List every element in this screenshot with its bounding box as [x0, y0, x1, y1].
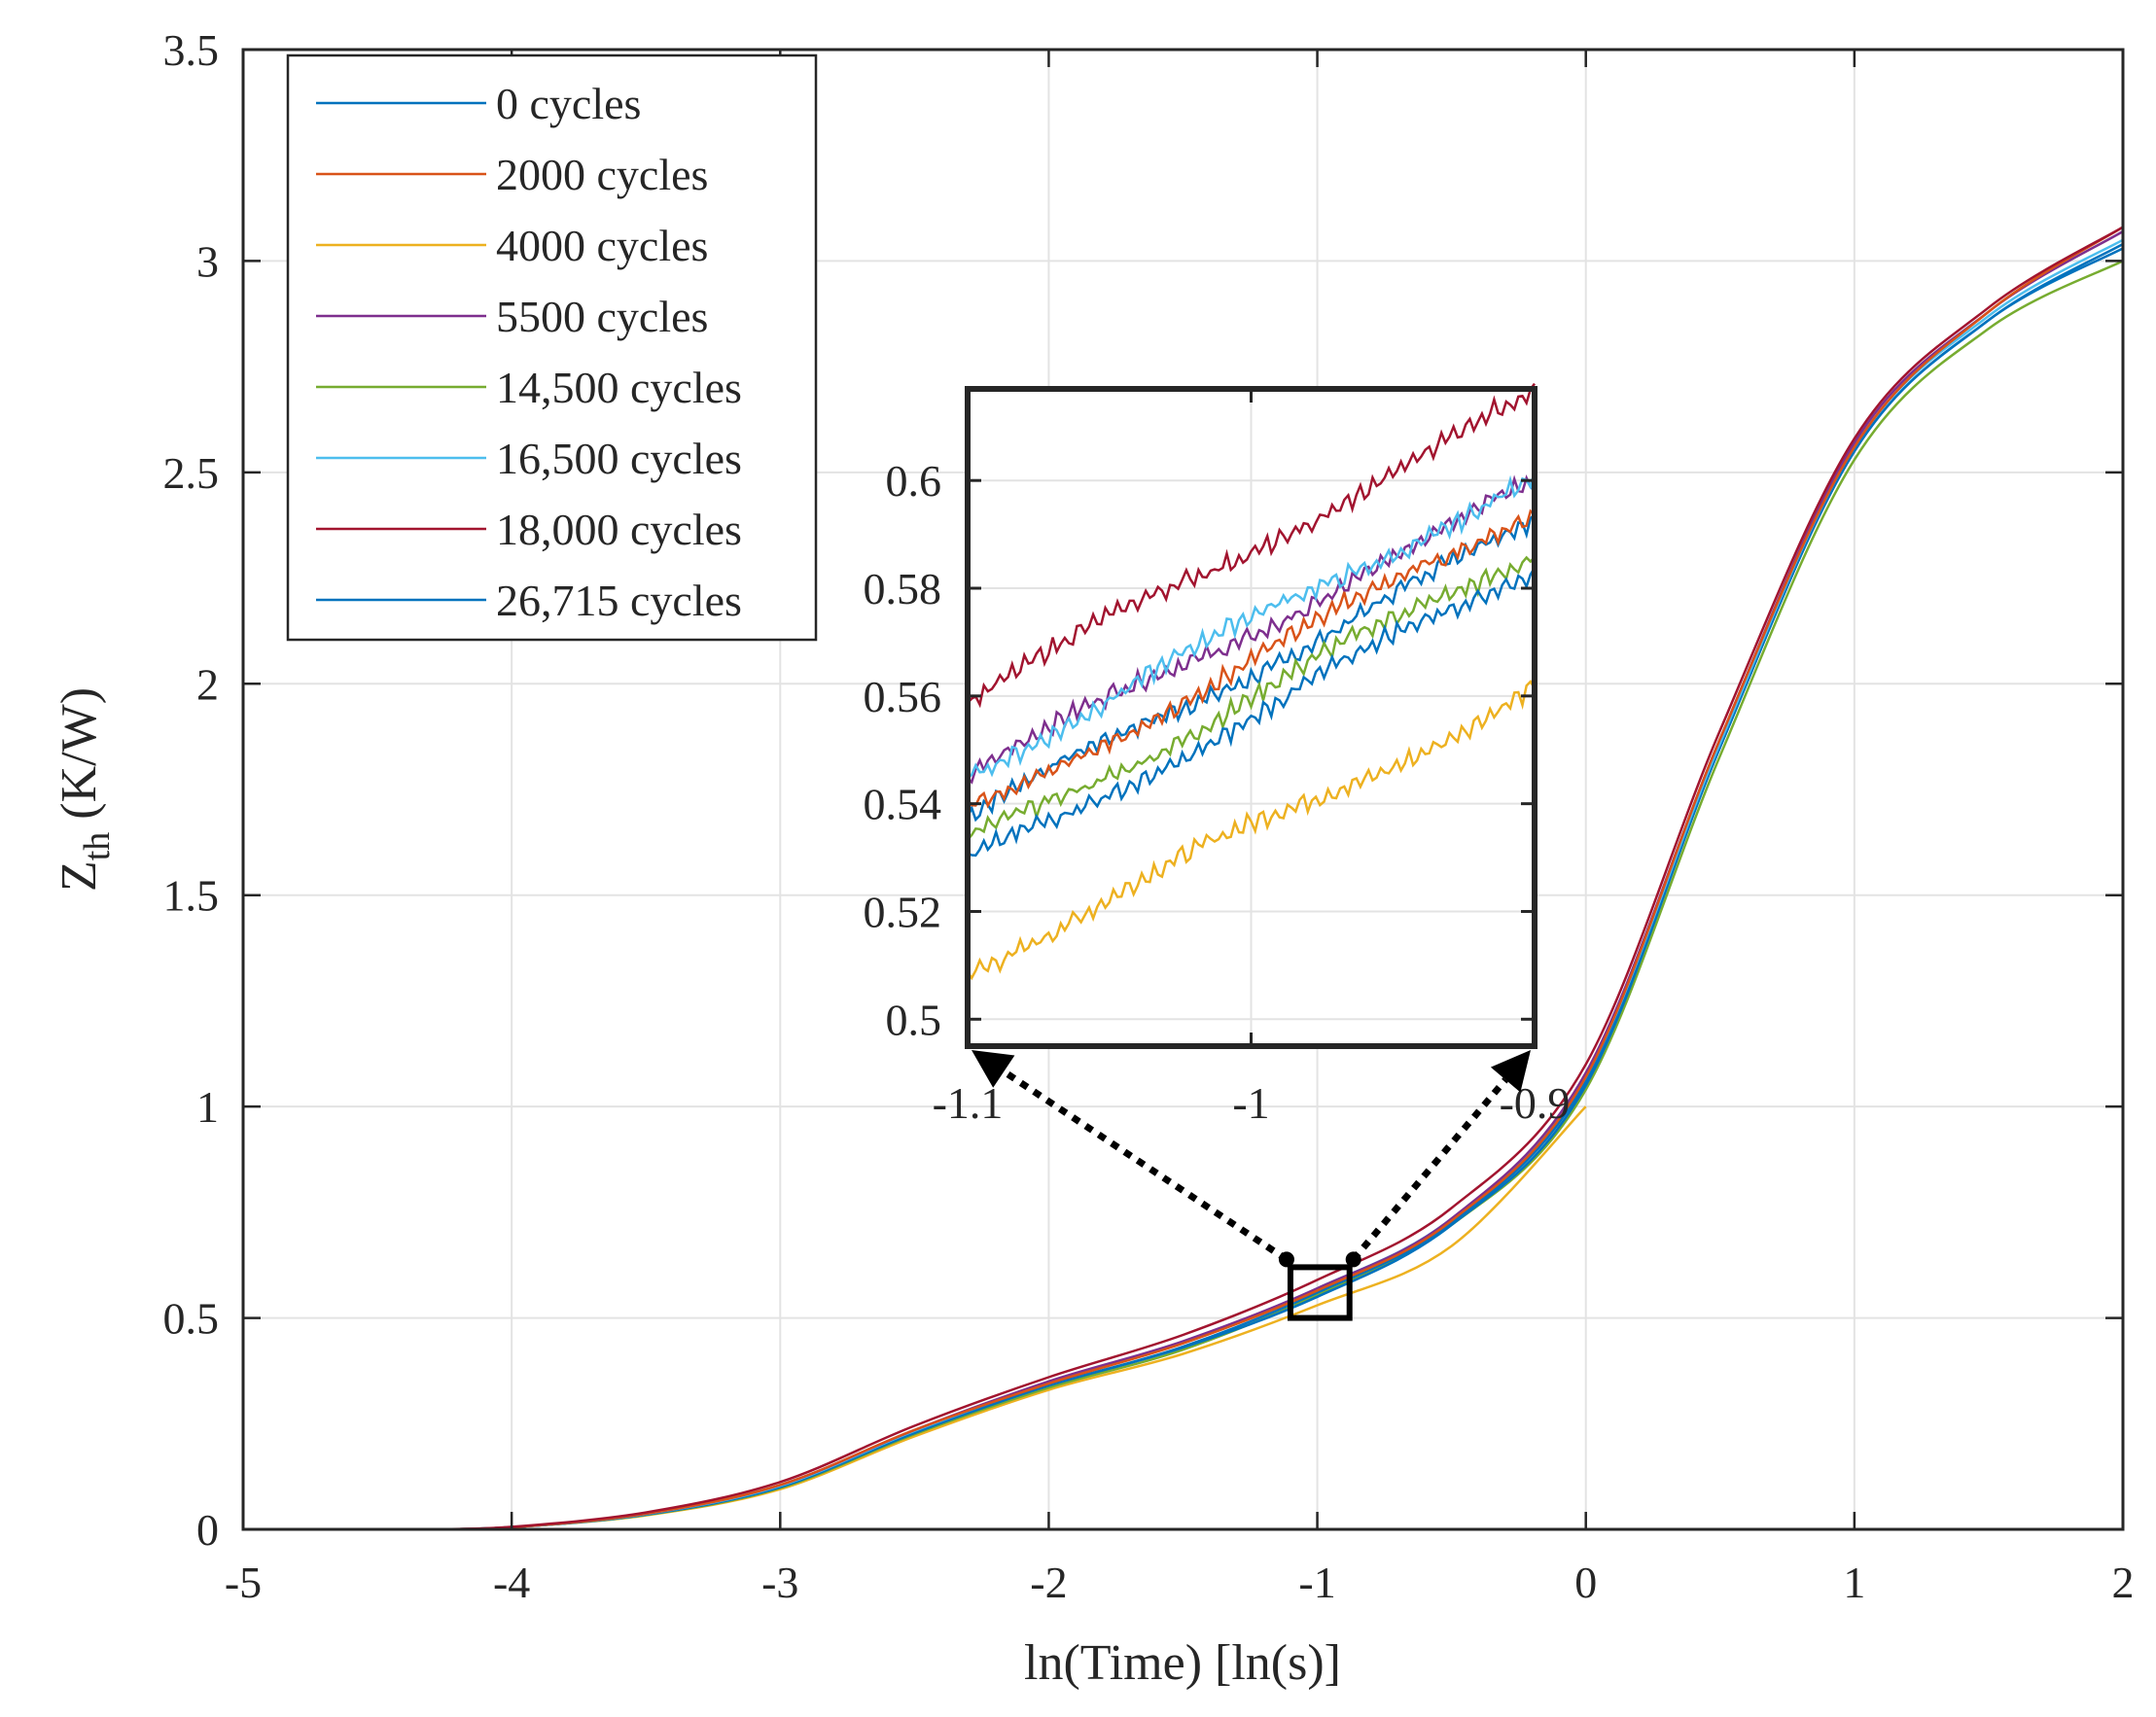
- legend-items: 0 cycles 2000 cycles 4000 cycles 5500 cycle…: [316, 79, 742, 625]
- y-tick-label: 3.5: [163, 25, 220, 75]
- legend-label: 2000 cycles: [496, 150, 708, 199]
- inset-y-tick-label: 0.58: [864, 564, 942, 613]
- y-tick-label: 1.5: [163, 871, 220, 921]
- inset-y-tick-label: 0.54: [864, 780, 942, 829]
- inset-series-line: [967, 473, 1536, 785]
- inset-series-line: [967, 470, 1537, 780]
- y-axis-label-subscript: th: [77, 832, 118, 861]
- series-line: [431, 226, 2124, 1531]
- legend-label: 14,500 cycles: [496, 363, 742, 412]
- inset-x-tick-label: -0.9: [1500, 1078, 1571, 1128]
- inset-y-tick-labels: 0.5 0.52 0.54 0.56 0.58 0.6: [864, 456, 942, 1044]
- legend-label: 18,000 cycles: [496, 505, 742, 554]
- x-tick-labels: -5 -4 -3 -2 -1 0 1 2: [225, 1558, 2135, 1607]
- arrow-head: [972, 1050, 1015, 1088]
- main-axes-frame: [241, 48, 2125, 1531]
- arrow-origin-dot: [1345, 1251, 1361, 1268]
- inset-y-tick-label: 0.5: [886, 995, 942, 1044]
- x-tick-label: 2: [2112, 1558, 2135, 1607]
- legend-box: [286, 53, 818, 642]
- y-axis-label: Zth (K/W): [52, 687, 118, 892]
- arrow-shaft: [1002, 1069, 1289, 1263]
- arrow-head: [1490, 1050, 1531, 1093]
- x-tick-label: -4: [493, 1558, 530, 1607]
- legend-label: 0 cycles: [496, 79, 641, 128]
- legend-label: 16,500 cycles: [496, 434, 742, 483]
- inset-series-line: [966, 508, 1536, 809]
- x-tick-label: -3: [761, 1558, 798, 1607]
- inset-series-line: [967, 382, 1537, 709]
- x-axis-label: ln(Time) [ln(s)]: [1024, 1635, 1341, 1691]
- arrow-origin-dot: [1278, 1251, 1294, 1268]
- y-tick-label: 3: [196, 236, 219, 286]
- inset-series-lines: [966, 382, 1537, 981]
- zoom-annotation: [1287, 1264, 1353, 1321]
- y-tick-labels: 0 0.5 1 1.5 2 2.5 3 3.5: [163, 25, 220, 1555]
- x-tick-label: 1: [1843, 1558, 1865, 1607]
- inset-x-tick-labels: -1.1 -1 -0.9: [933, 1078, 1571, 1128]
- legend-label: 5500 cycles: [496, 292, 708, 341]
- x-tick-label: -5: [225, 1558, 262, 1607]
- inset-x-tick-label: -1: [1232, 1078, 1269, 1128]
- inset-series-line: [967, 555, 1536, 841]
- inset-zoom-plot: -1.1 -1 -0.9 0.5 0.52 0.54 0.56 0.58 0.6: [864, 382, 1571, 1128]
- y-tick-label: 1: [196, 1082, 219, 1132]
- inset-y-tick-label: 0.6: [886, 456, 942, 506]
- y-tick-label: 2: [196, 659, 219, 709]
- legend-label: 4000 cycles: [496, 221, 708, 270]
- inset-ticks: [966, 389, 1537, 1046]
- zoom-region-box: [1287, 1264, 1353, 1321]
- y-tick-label: 0: [196, 1505, 219, 1555]
- inset-series-line: [967, 567, 1537, 858]
- x-tick-label: -2: [1030, 1558, 1067, 1607]
- y-tick-label: 0.5: [163, 1294, 220, 1344]
- y-axis-label-main: Z: [52, 860, 107, 892]
- inset-y-tick-label: 0.56: [864, 672, 942, 721]
- inset-x-tick-label: -1.1: [933, 1078, 1004, 1128]
- legend: 0 cycles 2000 cycles 4000 cycles 5500 cycle…: [286, 53, 818, 642]
- y-tick-label: 2.5: [163, 448, 220, 498]
- y-axis-label-unit: (K/W): [52, 687, 107, 832]
- inset-y-tick-label: 0.52: [864, 887, 942, 936]
- inset-series-line: [966, 679, 1537, 981]
- main-ticks: [241, 48, 2125, 1531]
- legend-label: 26,715 cycles: [496, 576, 742, 625]
- zoom-arrows: [972, 1050, 1531, 1268]
- x-tick-label: -1: [1298, 1558, 1335, 1607]
- x-tick-label: 0: [1574, 1558, 1597, 1607]
